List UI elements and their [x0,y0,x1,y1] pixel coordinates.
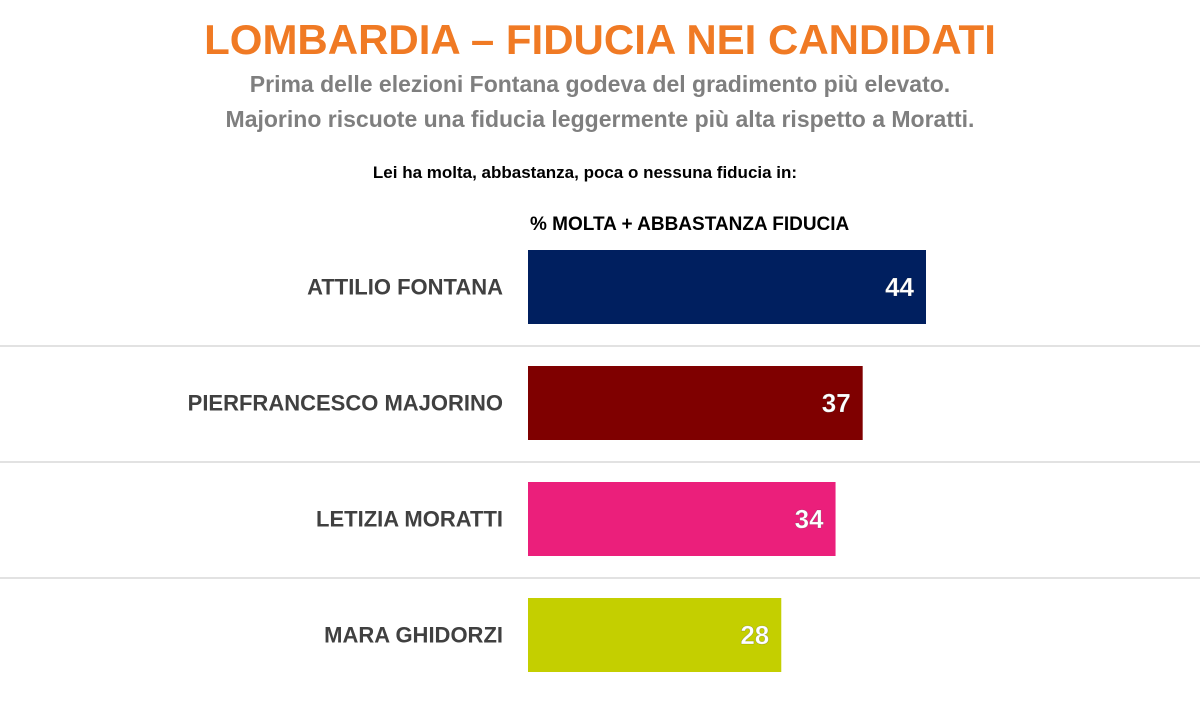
bar-value-label: 34 [795,504,824,534]
category-label: ATTILIO FONTANA [307,275,503,300]
bar-value-label: 28 [740,620,769,650]
category-label: MARA GHIDORZI [324,623,503,648]
column-header: % MOLTA + ABBASTANZA FIDUCIA [530,214,850,235]
subtitle-line-2: Majorino riscuote una fiducia leggerment… [225,106,975,132]
bar-value-label: 37 [822,388,851,418]
category-label: PIERFRANCESCO MAJORINO [188,391,503,416]
category-label: LETIZIA MORATTI [316,507,503,532]
subtitle-line-1: Prima delle elezioni Fontana godeva del … [249,71,951,97]
chart-title: LOMBARDIA – FIDUCIA NEI CANDIDATI [204,16,996,63]
bar [528,250,926,324]
bar [528,482,836,556]
bar [528,598,782,672]
bar-value-label: 44 [885,272,914,302]
survey-question: Lei ha molta, abbastanza, poca o nessuna… [372,163,798,182]
bar [528,366,863,440]
